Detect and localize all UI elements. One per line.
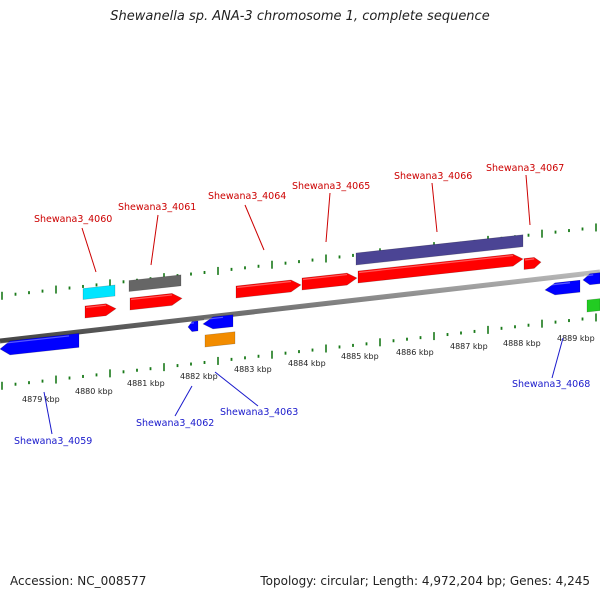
accession-text: Accession: NC_008577 (10, 574, 147, 588)
feature-box-green[interactable] (586, 298, 600, 313)
map-title: Shewanella sp. ANA-3 chromosome 1, compl… (110, 9, 490, 24)
kbp-label: 4889 kbp (557, 334, 595, 343)
kbp-label: 4882 kbp (180, 372, 218, 381)
gene-leader-line (325, 192, 331, 243)
gene-label-forward[interactable]: Shewana3_4061 (118, 202, 196, 213)
gene-labels: Shewana3_4060 Shewana3_4061 Shewana3_4064 S… (14, 163, 590, 447)
feature-box-purple[interactable] (355, 234, 524, 266)
gene-label-forward[interactable]: Shewana3_4060 (34, 214, 112, 225)
gene-arrow-4065[interactable] (301, 272, 358, 291)
gene-arrow-4060-highlight (85, 304, 107, 309)
gene-label-reverse[interactable]: Shewana3_4062 (136, 418, 214, 429)
gene-features (0, 234, 600, 356)
gene-leader-line (244, 204, 265, 251)
gene-leader-line (431, 182, 438, 233)
gene-leader-line (81, 227, 97, 273)
kbp-label: 4885 kbp (341, 352, 379, 361)
kbp-label: 4880 kbp (75, 387, 113, 396)
topology-summary: Topology: circular; Length: 4,972,204 bp… (260, 574, 590, 588)
gene-arrow-4066[interactable] (357, 253, 524, 284)
gene-label-forward[interactable]: Shewana3_4065 (292, 181, 370, 192)
feature-box-gray[interactable] (128, 274, 182, 292)
gene-leader-line (174, 385, 193, 417)
gene-label-forward[interactable]: Shewana3_4064 (208, 191, 286, 202)
gene-arrow-4061[interactable] (129, 293, 183, 311)
gene-arrow-4066-highlight (358, 254, 514, 274)
gene-arrow-4062[interactable] (187, 320, 199, 332)
kbp-label: 4886 kbp (396, 348, 434, 357)
kbp-label: 4887 kbp (450, 342, 488, 351)
gene-leader-line (43, 391, 53, 435)
gene-arrow-4060[interactable] (84, 303, 117, 319)
backbone-track (0, 269, 600, 344)
gene-arrow-4067-highlight (524, 258, 535, 261)
gene-arrow-4067[interactable] (523, 257, 542, 270)
gene-arrow-4064-highlight (236, 280, 292, 289)
kbp-label: 4881 kbp (127, 379, 165, 388)
gene-arrow-4068[interactable] (544, 279, 581, 296)
gene-leader-line (214, 371, 259, 407)
gene-label-reverse[interactable]: Shewana3_4068 (512, 379, 590, 390)
gene-leader-line (150, 214, 159, 266)
gene-leader-line (525, 174, 531, 226)
gene-label-forward[interactable]: Shewana3_4067 (486, 163, 564, 174)
gene-arrow-4059-highlight (0, 335, 70, 345)
gene-label-reverse[interactable]: Shewana3_4059 (14, 436, 92, 447)
gene-arrow-4068-highlight (545, 282, 571, 287)
gene-arrow-4064[interactable] (235, 279, 302, 299)
kbp-scale: 4879 kbp 4880 kbp 4881 kbp 4882 kbp 4883 kbp… (22, 334, 595, 404)
kbp-label: 4883 kbp (234, 365, 272, 374)
gene-arrow-4062-highlight (188, 322, 195, 325)
gene-arrow-partial-highlight (583, 274, 594, 277)
gene-arrow-4063[interactable] (202, 314, 234, 330)
gene-arrow-4065-highlight (302, 273, 348, 281)
kbp-label: 4884 kbp (288, 359, 326, 368)
gene-arrow-partial[interactable] (582, 272, 600, 286)
feature-box-cyan[interactable] (82, 284, 116, 300)
kbp-label: 4879 kbp (22, 395, 60, 404)
gene-arrow-4059[interactable] (0, 333, 80, 356)
kbp-label: 4888 kbp (503, 339, 541, 348)
gene-arrow-4063-highlight (203, 316, 224, 321)
gene-label-reverse[interactable]: Shewana3_4063 (220, 407, 298, 418)
gene-arrow-4061-highlight (130, 294, 173, 301)
feature-box-orange[interactable] (204, 331, 236, 348)
gene-label-forward[interactable]: Shewana3_4066 (394, 171, 472, 182)
gene-leader-line (551, 337, 564, 379)
